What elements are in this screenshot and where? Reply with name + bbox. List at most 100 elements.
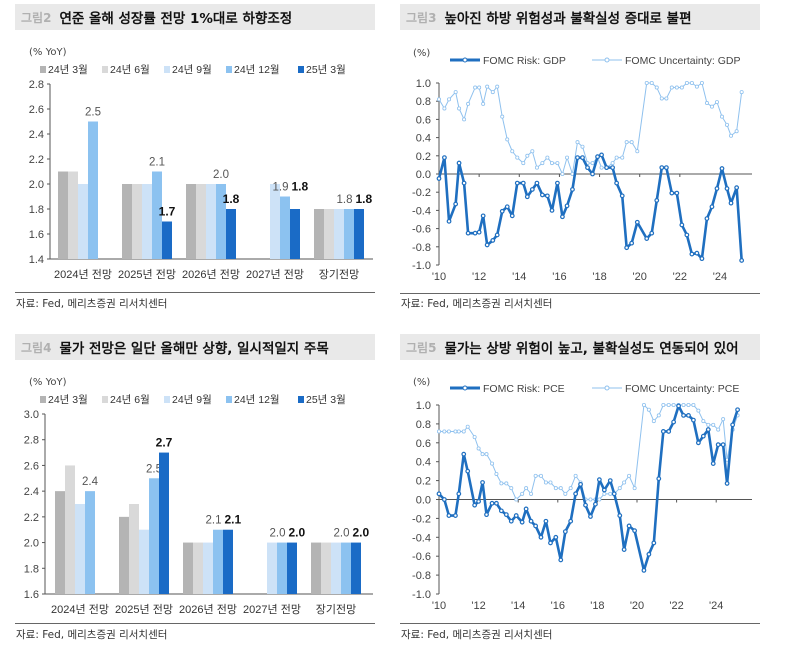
bar <box>267 542 277 594</box>
uncertainty-point <box>709 104 714 109</box>
uncertainty-point <box>484 452 489 457</box>
risk-point <box>534 180 540 186</box>
risk-point <box>436 176 442 181</box>
uncertainty-point <box>436 429 441 434</box>
risk-point <box>601 487 607 493</box>
uncertainty-point <box>515 155 520 160</box>
uncertainty-point <box>472 435 477 440</box>
uncertainty-point <box>704 101 709 106</box>
y-tick-label: 2.8 <box>24 435 39 447</box>
panel-title: 연준 올해 성장률 전망 1%대로 하향조정 <box>59 11 293 27</box>
y-tick-label: -0.6 <box>412 224 431 236</box>
data-label: 2.0 <box>334 528 350 540</box>
data-label: 2.0 <box>353 526 370 540</box>
uncertainty-point <box>481 101 486 106</box>
divider <box>15 623 375 624</box>
uncertainty-point <box>453 429 458 434</box>
risk-point <box>604 165 609 171</box>
uncertainty-point <box>599 165 604 170</box>
data-label: 1.8 <box>337 194 353 206</box>
risk-point <box>560 214 565 220</box>
risk-point <box>484 512 489 518</box>
bar <box>149 478 159 594</box>
category-label: 2026년 전망 <box>179 603 237 616</box>
y-tick-label: -1.0 <box>412 260 431 272</box>
uncertainty-point <box>686 402 691 407</box>
bar <box>344 209 354 259</box>
bar <box>206 184 216 259</box>
uncertainty-point <box>676 402 681 407</box>
uncertainty-point <box>447 97 452 102</box>
source-note: 자료: Fed, 메리츠증권 리서치센터 <box>16 298 168 310</box>
data-label: 2.4 <box>82 476 99 488</box>
uncertainty-point <box>701 419 706 424</box>
risk-point <box>728 200 734 206</box>
data-label: 2.0 <box>289 526 306 540</box>
data-label: 1.8 <box>356 192 373 206</box>
y-tick-label: 0.0 <box>416 169 431 181</box>
figure-number: 그림5 <box>406 340 437 355</box>
uncertainty-point <box>553 486 558 491</box>
legend-marker <box>604 385 610 391</box>
bar <box>287 542 297 594</box>
legend-swatch <box>102 66 108 73</box>
bar <box>68 171 78 259</box>
bar <box>196 184 206 259</box>
x-tick-label: '16 <box>552 271 566 283</box>
panel-header-fig2: 그림2 연준 올해 성장률 전망 1%대로 하향조정 <box>15 4 375 30</box>
uncertainty-point <box>545 155 550 160</box>
risk-point <box>689 251 695 257</box>
risk-point <box>514 180 520 186</box>
risk-point <box>575 155 580 161</box>
category-label: 2027년 전망 <box>246 268 304 281</box>
risk-point <box>705 427 711 432</box>
risk-point <box>585 165 590 171</box>
uncertainty-point <box>729 133 734 138</box>
uncertainty-point <box>534 165 539 170</box>
risk-point <box>564 203 570 209</box>
legend-label: 24년 3월 <box>48 64 88 76</box>
uncertainty-point <box>595 155 600 160</box>
category-label: 2025년 전망 <box>115 603 173 616</box>
y-unit-label: (%) <box>413 48 431 59</box>
x-tick-label: '16 <box>551 600 565 612</box>
risk-point <box>626 523 632 529</box>
data-label: 2.1 <box>206 515 222 527</box>
risk-point <box>480 480 485 485</box>
risk-point <box>654 197 660 203</box>
bar <box>351 542 361 594</box>
uncertainty-point <box>514 497 519 502</box>
y-tick-label: 2.6 <box>29 104 44 116</box>
risk-point <box>651 540 657 546</box>
risk-point <box>523 506 529 512</box>
uncertainty-point <box>578 480 583 485</box>
x-tick-label: '20 <box>633 271 647 283</box>
uncertainty-point <box>627 473 632 478</box>
bar <box>55 491 65 594</box>
y-tick-label: 1.6 <box>29 229 44 241</box>
uncertainty-point <box>540 161 545 166</box>
uncertainty-point <box>457 106 462 111</box>
uncertainty-point <box>530 149 535 154</box>
legend-label: 25년 3월 <box>306 64 346 76</box>
legend-label: FOMC Risk: PCE <box>483 383 565 395</box>
figure-number: 그림4 <box>21 340 52 355</box>
risk-point <box>715 442 721 448</box>
legend-swatch <box>226 396 232 403</box>
risk-point <box>656 476 662 482</box>
risk-point <box>461 180 467 186</box>
uncertainty-point <box>696 408 701 413</box>
uncertainty-point <box>629 140 634 145</box>
legend-label: 25년 3월 <box>306 394 346 406</box>
bar <box>226 209 236 259</box>
uncertainty-point <box>465 424 470 429</box>
risk-point <box>558 557 564 563</box>
y-tick-label: 0.6 <box>416 438 431 450</box>
risk-point <box>632 528 638 534</box>
y-tick-label: 2.4 <box>24 486 39 498</box>
legend-swatch <box>40 66 46 73</box>
uncertainty-point <box>480 452 485 457</box>
panel-header-fig5: 그림5 물가는 상방 위험이 높고, 불확실성도 연동되어 있어 <box>400 334 760 360</box>
category-label: 2024년 전망 <box>54 268 112 281</box>
